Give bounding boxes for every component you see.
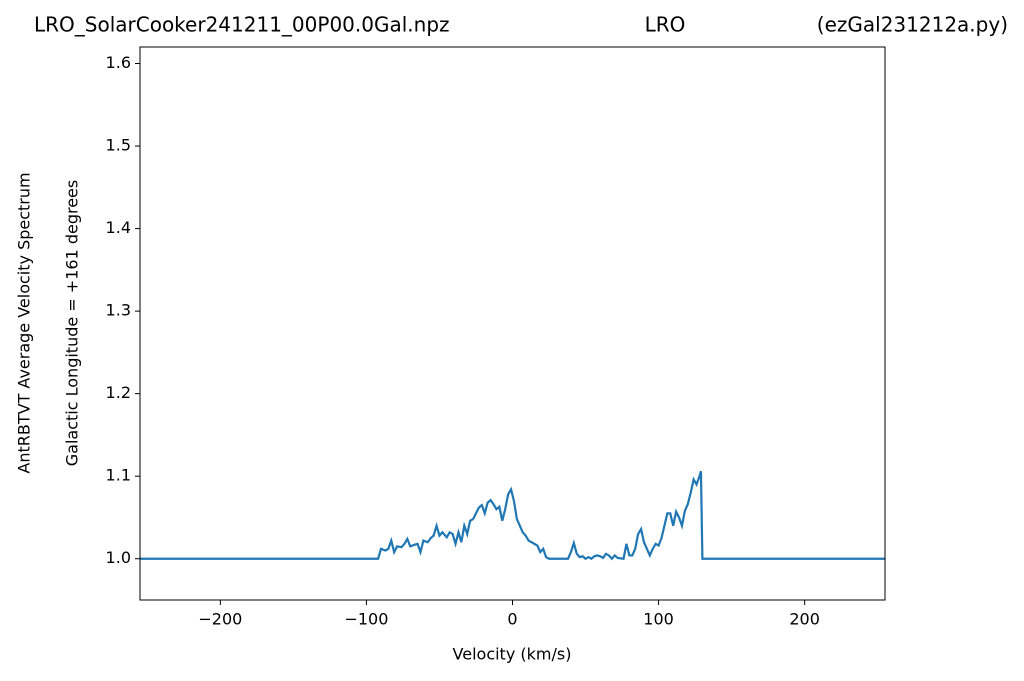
data-line — [140, 470, 885, 561]
x-tick-label: −100 — [344, 610, 388, 629]
x-tick-label: 100 — [643, 610, 674, 629]
y-tick-label: 1.2 — [106, 383, 131, 402]
x-tick-label: 0 — [507, 610, 517, 629]
chart-title: LRO — [645, 13, 686, 37]
y-axis-label: AntRBTVT Average Velocity Spectrum — [15, 172, 34, 473]
y-tick-label: 1.4 — [106, 218, 131, 237]
chart-title: (ezGal231212a.py) — [817, 13, 1008, 37]
plot-frame — [139, 46, 886, 601]
y-axis-label: Galactic Longitude = +161 degrees — [63, 180, 82, 466]
chart-title: LRO_SolarCooker241211_00P00.0Gal.npz — [34, 13, 450, 37]
y-tick-label: 1.0 — [106, 548, 131, 567]
y-tick-label: 1.5 — [106, 136, 131, 155]
x-tick-label: −200 — [198, 610, 242, 629]
x-tick-label: 200 — [789, 610, 820, 629]
y-tick-label: 1.1 — [106, 466, 131, 485]
y-tick-label: 1.6 — [106, 53, 131, 72]
x-axis-label: Velocity (km/s) — [453, 645, 572, 664]
y-tick-label: 1.3 — [106, 301, 131, 320]
